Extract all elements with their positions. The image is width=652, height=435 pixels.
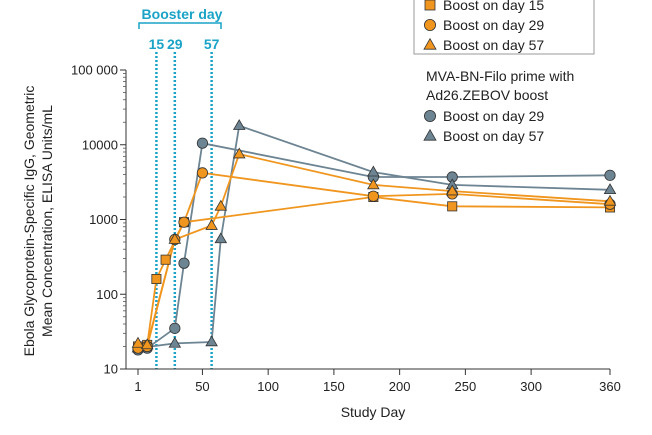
data-point (169, 322, 181, 334)
data-point (168, 232, 182, 244)
series-mva-triangle (137, 124, 611, 350)
series-markers (131, 119, 617, 353)
legend-entry-label: Boost on day 15 (443, 0, 544, 13)
x-tick-label: 250 (455, 379, 477, 394)
data-point (151, 273, 162, 284)
legend-group-title: MVA-BN-Filo prime with (426, 68, 574, 84)
data-point (160, 254, 171, 265)
data-point (205, 335, 218, 347)
booster-day-title: Booster day (142, 6, 223, 22)
data-point (214, 232, 228, 244)
x-tick-label: 1 (134, 379, 141, 394)
data-point (367, 165, 380, 177)
y-tick-label: 100 000 (71, 63, 118, 78)
data-point (232, 119, 246, 130)
data-point (424, 0, 436, 11)
legend: Boost on day 15 Boost on day 29 Boost on d… (413, 0, 595, 144)
y-tick-label: 10 (104, 362, 118, 377)
x-tick-label: 300 (520, 379, 542, 394)
y-tick-label: 1000 (89, 212, 118, 227)
x-tick-label: 200 (389, 379, 411, 394)
data-point (423, 18, 436, 31)
data-point (423, 37, 437, 50)
data-point (178, 216, 190, 228)
legend-entry-label: Boost on day 57 (443, 37, 544, 53)
series-markers (132, 191, 616, 352)
booster-day-label: 57 (204, 36, 220, 52)
data-point (140, 338, 154, 350)
data-point (196, 167, 209, 179)
booster-day-annotation: Booster day 15 29 57 (138, 6, 223, 369)
x-tick-label: 50 (195, 379, 209, 394)
legend-box (413, 0, 595, 55)
data-point (423, 128, 437, 141)
data-point (131, 336, 145, 348)
data-point (603, 194, 617, 206)
series-markers (132, 167, 616, 354)
data-point (196, 137, 209, 149)
data-point (214, 199, 228, 211)
y-axis-title-line1: Ebola Glycoprotein-Specific IgG, Geometr… (21, 86, 37, 357)
series-markers (131, 147, 617, 350)
axis-titles: Study Day Ebola Glycoprotein-Specific Ig… (21, 86, 405, 420)
booster-day-bracket (138, 22, 222, 29)
booster-day-label: 15 (149, 36, 165, 52)
data-point (604, 169, 616, 181)
y-tick-label: 10000 (82, 137, 118, 152)
booster-day-label: 29 (167, 36, 183, 52)
x-tick-label: 100 (257, 379, 279, 394)
legend-entry-label: Boost on day 29 (443, 17, 544, 33)
x-axis-title: Study Day (341, 404, 406, 420)
data-point (603, 183, 617, 195)
legend-group-title: Ad26.ZEBOV boost (426, 87, 548, 103)
series-square (137, 196, 611, 348)
data-point (445, 184, 459, 196)
data-point (178, 257, 190, 269)
data-point (367, 190, 379, 202)
x-tick-label: 360 (599, 379, 621, 394)
data-point (232, 147, 246, 159)
y-axis-title-line2: Mean Concentration, ELISA Units/mL (39, 105, 55, 337)
data-point (367, 178, 380, 190)
series-line (137, 124, 611, 350)
x-tick-label: 150 (323, 379, 345, 394)
legend-entry-label: Boost on day 57 (443, 128, 544, 144)
legend-entry-label: Boost on day 29 (443, 108, 544, 124)
y-tick-label: 100 (96, 287, 118, 302)
data-point (423, 110, 436, 123)
data-point (205, 218, 218, 230)
data-series (131, 119, 617, 356)
series-line (137, 196, 611, 348)
data-point (168, 336, 182, 348)
data-point (447, 201, 458, 212)
